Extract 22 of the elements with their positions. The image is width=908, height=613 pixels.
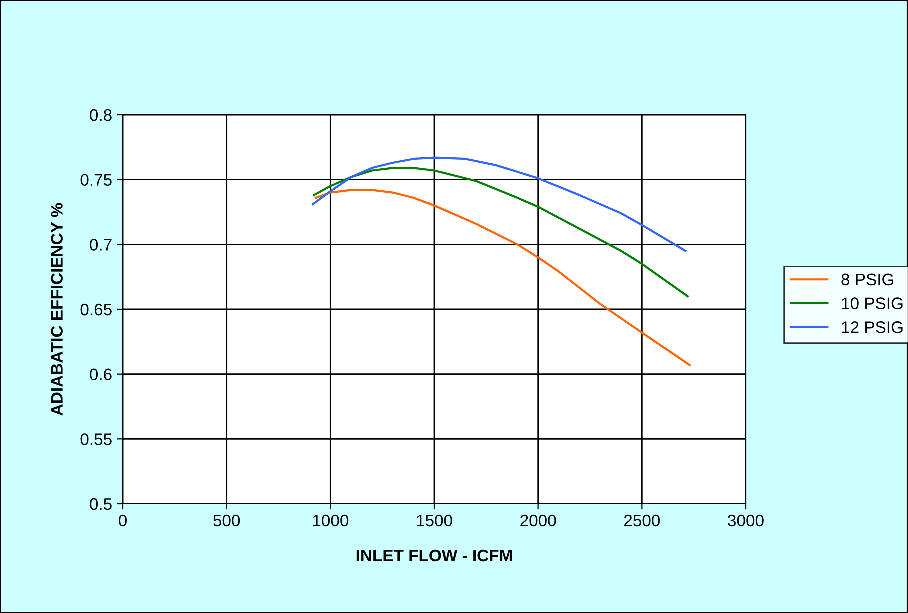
x-axis-title: INLET FLOW - ICFM [356,550,512,562]
y-tick-label: 0.8 [90,109,112,122]
line-series [313,167,689,298]
y-tick-label: 0.65 [80,304,112,316]
y-tick-label: 0.55 [80,434,112,446]
y-tick-label: 0.7 [90,239,112,251]
legend-label: 10 PSIG [842,298,903,310]
y-axis-title: ADIABATIC EFFICIENCY % [51,203,63,416]
x-tick-label: 3000 [728,514,764,527]
x-tick-label: 2000 [520,514,556,527]
y-tick-label: 0.75 [80,174,112,186]
line-series [312,156,687,252]
legend-label: 8 PSIG [842,274,894,286]
legend-label: 12 PSIG [842,322,903,334]
x-tick-label: 2500 [624,514,660,527]
x-tick-label: 0 [119,514,127,527]
x-tick-label: 1000 [313,514,349,527]
line-series [314,189,691,366]
x-tick-label: 1500 [417,514,452,527]
y-tick-label: 0.6 [90,368,112,381]
x-tick-label: 500 [214,514,240,527]
y-tick-label: 0.5 [90,498,112,510]
